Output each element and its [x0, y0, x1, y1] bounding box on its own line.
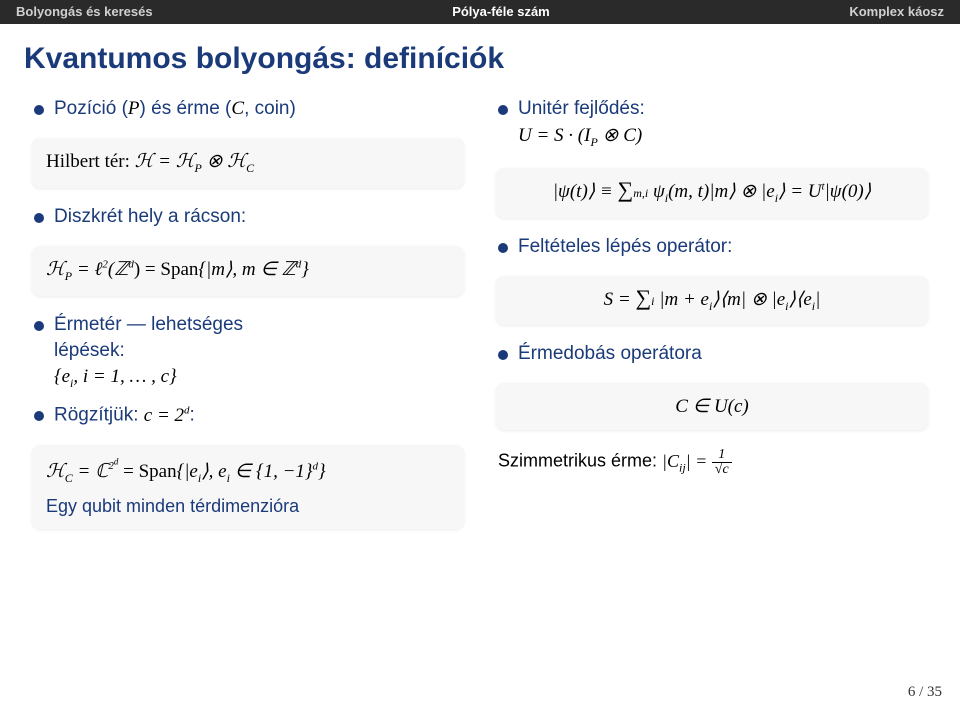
sub: ij: [679, 461, 686, 475]
left-column: Pozíció (P) és érme (C, coin) Hilbert té…: [24, 98, 472, 533]
eq: ) = Span: [134, 259, 199, 280]
eq: ⟩, e: [201, 461, 226, 482]
sub: C: [246, 161, 254, 175]
sum-index: m,i: [633, 186, 648, 200]
bullet-fix-c: Rögzítjük: c = 2d:: [24, 404, 472, 426]
right-column: Unitér fejlődés: U = S · (IP ⊗ C) |ψ(t)⟩…: [488, 98, 936, 533]
text: ) és érme (: [140, 98, 232, 119]
eq: ⊗ C): [598, 125, 642, 146]
bullet-icon: [34, 105, 44, 115]
slide-title: Kvantumos bolyongás: definíciók: [0, 24, 960, 98]
numerator: 1: [712, 448, 732, 463]
eq: ⟩⟨m| ⊗ |e: [712, 289, 785, 310]
symmetric-coin-line: Szimmetrikus érme: |Cij| = 1√c: [488, 448, 936, 477]
eq: , i = 1, … , c}: [73, 366, 176, 387]
bullet-icon: [498, 350, 508, 360]
bullet-coin-op: Érmedobás operátora: [488, 343, 936, 365]
nav-right[interactable]: Komplex káosz: [849, 4, 944, 20]
text: Feltételes lépés operátor:: [518, 236, 732, 258]
eq: ⊗ ℋ: [202, 151, 246, 172]
text: , coin): [244, 98, 296, 119]
text: {ei, i = 1, … , c}: [54, 366, 243, 391]
eq: |ψ(t)⟩ ≡: [553, 181, 618, 202]
text: Érmedobás operátora: [518, 343, 702, 365]
eq: ℋ = ℋ: [135, 151, 195, 172]
text: Érmetér — lehetséges: [54, 314, 243, 336]
nav-bar: Bolyongás és keresés Pólya-féle szám Kom…: [0, 0, 960, 24]
eq: ⟩⟨e: [789, 289, 812, 310]
eq: = ℓ: [72, 259, 102, 280]
eq: ∈ {1, −1}: [230, 461, 313, 482]
eq: (m, t)|m⟩ ⊗ |e: [668, 181, 775, 202]
bullet-coin-space: Érmetér — lehetséges lépések: {ei, i = 1…: [24, 314, 472, 391]
eq: |ψ(0)⟩: [825, 181, 872, 202]
sub: P: [590, 135, 597, 149]
math-hc-space: ℋC = ℂ2d = Span{|ei⟩, ei ∈ {1, −1}d} Egy…: [32, 445, 464, 529]
math-hp-space: ℋP = ℓ2(ℤd) = Span{|m⟩, m ∈ ℤd}: [32, 246, 464, 296]
text: lépések:: [54, 340, 243, 362]
eq: S =: [604, 289, 636, 310]
text: Szimmetrikus érme:: [498, 451, 662, 471]
bullet-icon: [498, 105, 508, 115]
text: :: [190, 405, 195, 426]
eq: = ℂ: [73, 461, 109, 482]
bullet-icon: [34, 213, 44, 223]
text: Unitér fejlődés:: [518, 98, 682, 120]
nav-left[interactable]: Bolyongás és keresés: [16, 4, 153, 20]
bullet-discrete: Diszkrét hely a rácson:: [24, 206, 472, 228]
sub: C: [65, 471, 73, 485]
eq: |m + e: [659, 289, 709, 310]
sum-index: i: [651, 294, 654, 308]
eq: }: [301, 259, 309, 280]
var-c: C: [231, 98, 244, 119]
var-p: P: [128, 98, 140, 119]
bullet-position-coin: Pozíció (P) és érme (C, coin): [24, 98, 472, 120]
text: Diszkrét hely a rácson:: [54, 206, 246, 228]
denominator: √c: [712, 463, 732, 477]
text: Rögzítjük:: [54, 405, 144, 426]
eq: {|e: [177, 461, 198, 482]
sub: P: [195, 161, 202, 175]
math-psi-t: |ψ(t)⟩ ≡ ∑m,i ψi(m, t)|m⟩ ⊗ |ei⟩ = Ut|ψ(…: [496, 168, 928, 218]
eq: (ℤ: [108, 259, 128, 280]
bullet-unitary: Unitér fejlődés: U = S · (IP ⊗ C): [488, 98, 936, 150]
page-number: 6 / 35: [908, 684, 942, 701]
bullet-icon: [498, 243, 508, 253]
nav-mid[interactable]: Pólya-féle szám: [452, 4, 550, 20]
text: Pozíció (: [54, 98, 128, 119]
eq: ⟩ = U: [778, 181, 821, 202]
eq: U = S · (I: [518, 125, 590, 146]
bullet-icon: [34, 321, 44, 331]
label: Hilbert tér:: [46, 151, 135, 172]
eq: U = S · (IP ⊗ C): [518, 124, 682, 150]
eq: = Span: [118, 461, 176, 482]
bullet-icon: [34, 411, 44, 421]
math-hilbert: Hilbert tér: ℋ = ℋP ⊗ ℋC: [32, 138, 464, 188]
eq: ψ: [653, 181, 665, 202]
slide-body: Pozíció (P) és érme (C, coin) Hilbert té…: [0, 98, 960, 533]
eq: | =: [686, 451, 712, 471]
math-coin: C ∈ U(c): [496, 383, 928, 430]
eq: ℋ: [46, 259, 65, 280]
eq: c = 2: [144, 405, 184, 426]
caption-qubit: Egy qubit minden térdimenzióra: [46, 496, 450, 517]
bullet-step-op: Feltételes lépés operátor:: [488, 236, 936, 258]
eq: }: [318, 461, 326, 482]
eq: ℋ: [46, 461, 65, 482]
math-step: S = ∑i |m + ei⟩⟨m| ⊗ |ei⟩⟨ei|: [496, 276, 928, 326]
eq: {|m⟩, m ∈ ℤ: [198, 259, 295, 280]
eq: |: [815, 289, 820, 310]
eq: |C: [662, 451, 679, 471]
eq: {e: [54, 366, 70, 387]
